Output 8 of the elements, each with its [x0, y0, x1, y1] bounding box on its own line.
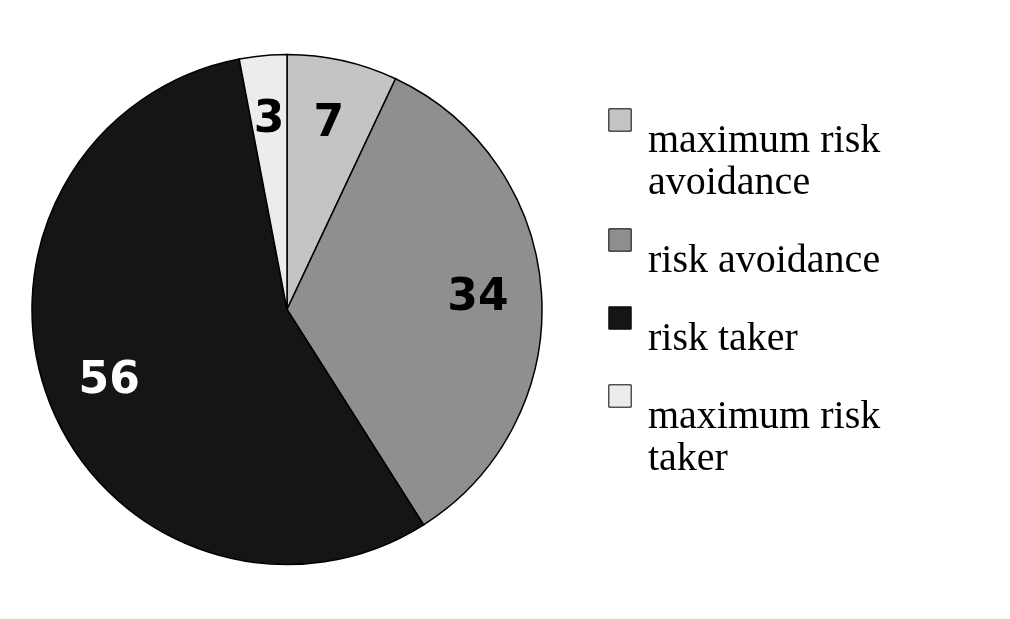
legend-label: risk taker [648, 314, 798, 359]
data-label: 34 [447, 269, 509, 321]
legend-label: maximum risk avoidance [648, 116, 881, 203]
legend-label: maximum risk taker [648, 392, 881, 479]
data-label: 3 [253, 91, 285, 143]
data-label: 56 [78, 351, 140, 403]
data-label: 7 [313, 94, 345, 146]
legend-label: risk avoidance [648, 236, 881, 281]
